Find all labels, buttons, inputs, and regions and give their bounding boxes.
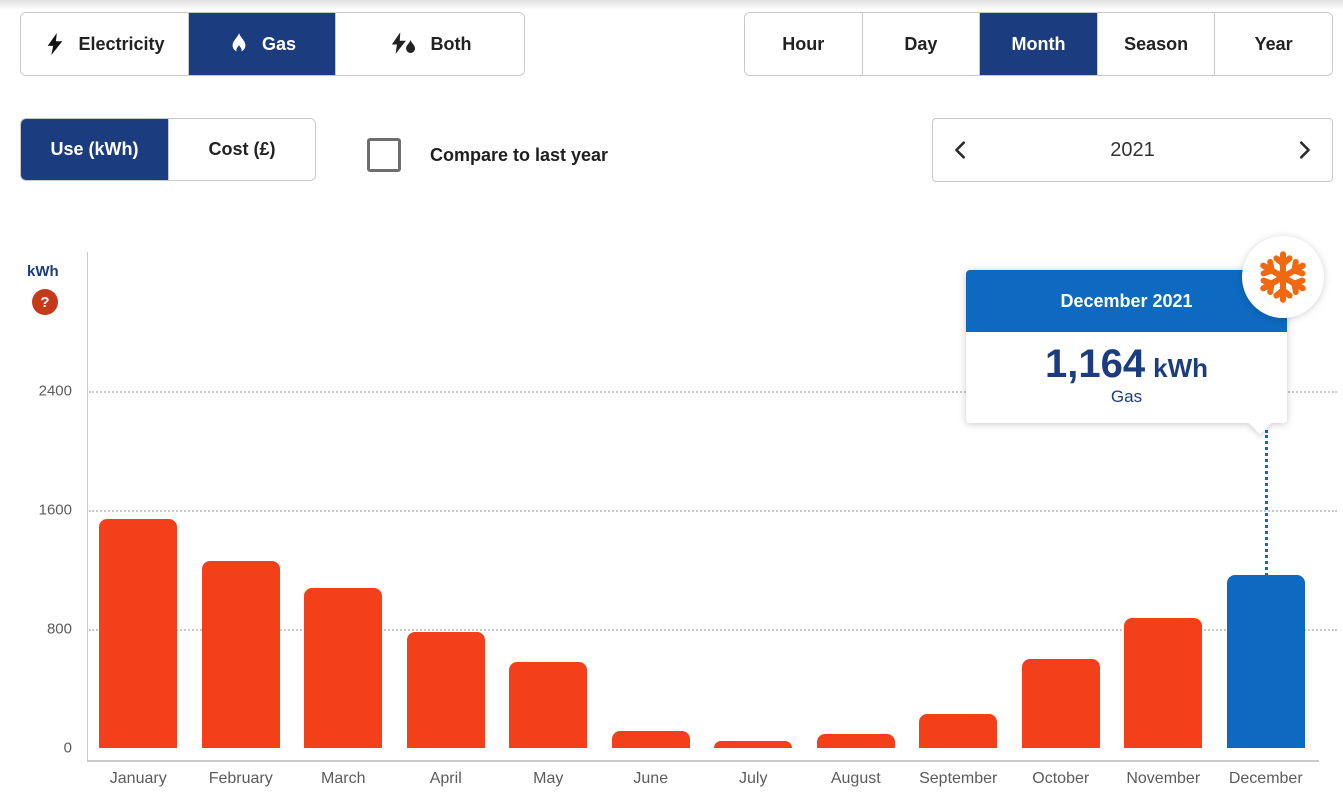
x-axis-labels: January February March April May June July Augu… [87,770,1317,788]
tooltip-connector-line [1265,430,1268,576]
gridline [89,629,1337,631]
y-tick-label: 2400 [38,382,72,400]
chevron-right-icon [1293,139,1315,161]
both-tab-label: Both [430,33,472,54]
month-label: March [321,770,366,787]
bar-december[interactable] [1226,575,1305,748]
use-kwh-button[interactable]: Use (kWh) [21,119,168,180]
tab-day[interactable]: Day [861,13,980,75]
month-label: February [208,770,273,787]
tab-year[interactable]: Year [1214,13,1332,75]
cost-button[interactable]: Cost (£) [168,119,315,180]
electricity-tab-label: Electricity [78,33,165,54]
bar-june[interactable] [611,731,690,748]
tooltip-body: 1,164 kWh Gas [966,332,1287,423]
tooltip-value: 1,164 [1045,342,1146,386]
tooltip-fuel-label: Gas [1110,387,1143,406]
tooltip-unit: kWh [1153,353,1208,383]
gas-tab[interactable]: Gas [188,13,335,75]
tab-hour-label: Hour [782,33,825,54]
tab-season-label: Season [1124,33,1189,54]
bar-march[interactable] [304,588,383,748]
bar-may[interactable] [509,662,588,748]
x-axis-line [87,760,1319,762]
gridline [89,510,1337,512]
tab-month-label: Month [1011,33,1066,54]
month-label: January [109,770,167,787]
chart-gridlines [89,0,1337,800]
bar-chart [87,255,1317,748]
month-label: August [830,770,881,787]
flame-icon [228,31,250,57]
next-year-button[interactable] [1276,119,1332,181]
y-axis-unit-label: kWh [27,263,59,280]
tab-month[interactable]: Month [979,13,1097,75]
month-label: April [429,770,462,787]
electricity-tab[interactable]: Electricity [21,13,188,75]
month-label: September [919,770,998,787]
both-tab[interactable]: Both [335,13,524,75]
gas-tab-label: Gas [261,33,297,54]
bar-september[interactable] [919,714,998,748]
bar-july[interactable] [714,741,793,748]
period-toggle: Hour Day Month Season Year [744,12,1333,76]
bar-january[interactable] [99,519,178,748]
previous-year-button[interactable] [933,119,989,181]
cost-label: Cost (£) [208,139,276,159]
month-label: December [1228,770,1303,787]
question-mark-icon: ? [40,293,50,311]
tab-hour[interactable]: Hour [745,13,862,75]
y-axis-line [87,252,88,762]
month-label: July [739,770,768,787]
y-tick-label: 800 [46,620,72,638]
y-tick-label: 1600 [38,501,72,519]
y-axis-ticks: 0 800 1600 2400 [0,0,72,800]
tab-day-label: Day [904,33,938,54]
y-tick-label: 0 [63,739,72,757]
tooltip-title: December 2021 [966,270,1287,332]
year-value: 2021 [1110,138,1155,161]
snowflake-icon [1256,250,1310,304]
bolt-flame-icon [389,31,419,58]
help-button[interactable]: ? [32,289,58,315]
month-label: June [633,770,669,787]
compare-to-last-year-checkbox[interactable] [367,138,401,172]
chevron-left-icon [950,139,972,161]
december-tooltip: December 2021 1,164 kWh Gas [966,270,1287,435]
gridline [89,391,1337,393]
month-label: October [1032,770,1090,787]
unit-toggle: Use (kWh) Cost (£) [20,118,316,181]
use-kwh-label: Use (kWh) [50,139,139,159]
bar-april[interactable] [406,632,485,748]
month-label: May [533,770,564,787]
year-navigator: 2021 [932,118,1333,182]
compare-to-last-year-label: Compare to last year [430,145,609,165]
bar-november[interactable] [1124,618,1203,748]
tab-year-label: Year [1254,33,1293,54]
month-label: November [1126,770,1201,787]
bar-february[interactable] [201,561,280,748]
snowflake-badge [1242,236,1324,318]
tab-season[interactable]: Season [1096,13,1215,75]
bolt-icon [44,31,66,57]
bar-august[interactable] [816,734,895,748]
fuel-toggle: Electricity Gas Both [20,12,525,76]
bar-october[interactable] [1021,659,1100,748]
